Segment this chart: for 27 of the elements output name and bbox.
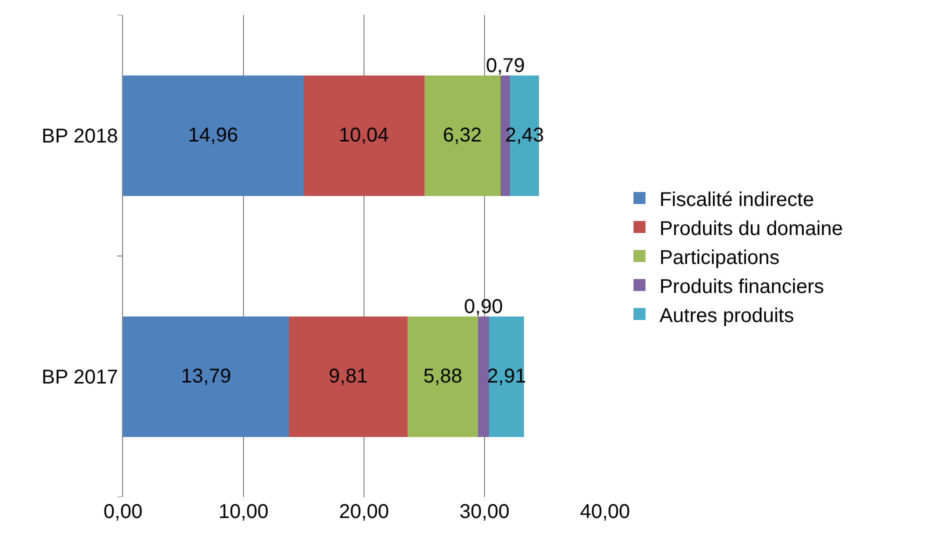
x-tick-label: 0,00 [104, 501, 142, 523]
legend-label: Autres produits [659, 304, 794, 327]
legend-label: Fiscalité indirecte [659, 188, 814, 211]
data-label: 0,79 [486, 55, 525, 77]
bar [123, 316, 290, 437]
x-tick-label: 20,00 [338, 501, 390, 523]
data-label: 5,88 [423, 366, 462, 388]
legend-label: Produits financiers [659, 276, 824, 298]
bar [407, 316, 478, 437]
data-label: 9,81 [328, 366, 368, 388]
bar [478, 316, 490, 437]
x-tick-label: 40,00 [580, 501, 630, 523]
x-tick-label: 10,00 [218, 501, 269, 523]
data-label: 13,79 [181, 366, 232, 388]
bar [123, 75, 304, 196]
data-label: 0,90 [464, 296, 503, 318]
bar [289, 316, 408, 437]
x-tick-label: 30,00 [459, 501, 510, 523]
bar [303, 75, 424, 196]
bar [424, 75, 500, 196]
data-label: 6,32 [442, 124, 482, 146]
data-label: 10,04 [338, 124, 389, 146]
y-tick-label: BP 2018 [42, 126, 118, 148]
data-label: 14,96 [188, 124, 238, 146]
legend-label: Participations [659, 246, 780, 269]
y-tick-label: BP 2017 [42, 366, 118, 388]
legend-label: Produits du domaine [659, 218, 843, 240]
